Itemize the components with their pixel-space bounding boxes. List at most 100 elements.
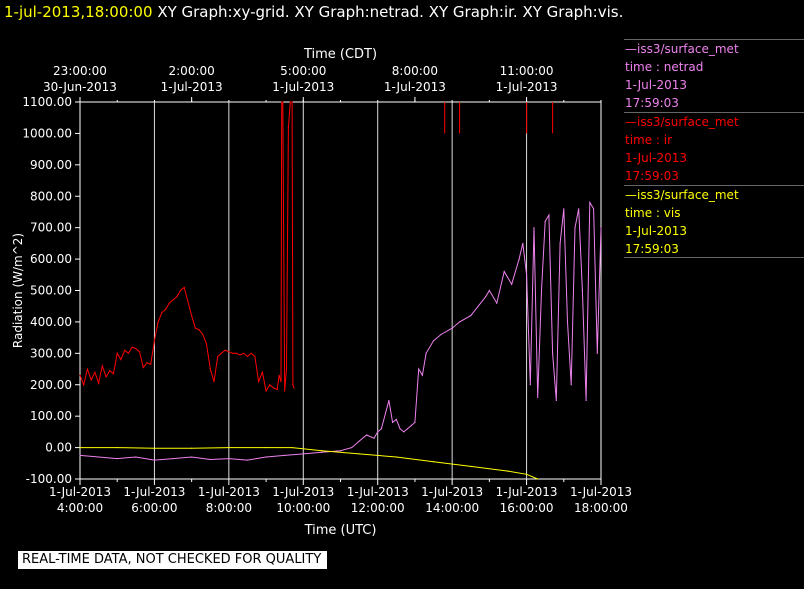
data-point-ir	[239, 354, 240, 355]
data-point-netrad	[433, 340, 434, 341]
data-point-ir	[184, 287, 185, 288]
top-axis-label: Time (CDT)	[303, 47, 377, 62]
data-point-ir	[195, 328, 196, 329]
data-point-ir	[288, 127, 289, 128]
series-line-vis	[80, 448, 538, 479]
x-tick-label-date: 1-Jul-2013	[123, 485, 185, 499]
data-point-ir	[87, 368, 88, 369]
data-point-netrad	[340, 450, 341, 451]
data-point-netrad	[154, 460, 155, 461]
legend-netrad-series: time : netrad	[625, 58, 739, 76]
y-tick-label: 700.00	[30, 221, 72, 235]
data-point-ir	[280, 381, 281, 382]
legend-netrad: —iss3/surface_met time : netrad 1-Jul-20…	[625, 40, 739, 112]
data-point-ir	[172, 299, 173, 300]
data-point-netrad	[533, 227, 534, 228]
data-point-netrad	[381, 428, 382, 429]
y-tick-label: 800.00	[30, 189, 72, 203]
data-point-ir	[176, 296, 177, 297]
data-point-ir	[120, 359, 121, 360]
data-point-ir	[281, 101, 282, 102]
top-tick-label-time: 8:00:00	[392, 64, 438, 78]
data-point-ir	[102, 365, 103, 366]
data-point-netrad	[284, 455, 285, 456]
legend-separator	[624, 112, 804, 113]
data-point-netrad	[247, 460, 248, 461]
data-point-ir	[293, 387, 294, 388]
data-point-netrad	[303, 453, 304, 454]
y-tick-label: 0.00	[45, 441, 72, 455]
legend-vis-source: iss3/surface_met	[637, 188, 739, 202]
y-tick-label: 200.00	[30, 378, 72, 392]
data-point-netrad	[567, 321, 568, 322]
data-point-netrad	[578, 208, 579, 209]
data-point-netrad	[563, 208, 564, 209]
data-point-netrad	[228, 458, 229, 459]
data-point-ir	[128, 353, 129, 354]
data-point-netrad	[574, 227, 575, 228]
x-tick-label-date: 1-Jul-2013	[570, 485, 632, 499]
data-point-vis	[537, 478, 538, 479]
y-tick-label: 300.00	[30, 346, 72, 360]
data-point-netrad	[172, 458, 173, 459]
data-point-ir	[262, 372, 263, 373]
data-point-ir	[165, 309, 166, 310]
data-point-ir	[83, 384, 84, 385]
data-point-netrad	[522, 243, 523, 244]
legend-netrad-source: iss3/surface_met	[637, 42, 739, 56]
x-tick-label-time: 18:00:00	[574, 501, 628, 515]
data-point-netrad	[489, 290, 490, 291]
data-point-ir	[277, 389, 278, 390]
data-point-ir	[180, 290, 181, 291]
data-point-vis	[396, 456, 397, 457]
legend-netrad-dash: —	[625, 42, 637, 56]
data-point-netrad	[537, 397, 538, 398]
data-point-vis	[470, 466, 471, 467]
data-point-ir	[79, 375, 80, 376]
data-point-netrad	[351, 447, 352, 448]
top-tick-label-time: 5:00:00	[280, 64, 326, 78]
x-tick-label-date: 1-Jul-2013	[198, 485, 260, 499]
legend-vis-time: 17:59:03	[625, 240, 739, 258]
data-point-ir	[113, 373, 114, 374]
data-point-netrad	[589, 202, 590, 203]
y-tick-label: 900.00	[30, 158, 72, 172]
data-point-ir	[213, 381, 214, 382]
legend-separator	[624, 257, 804, 258]
data-point-ir	[150, 364, 151, 365]
legend-vis: —iss3/surface_met time : vis 1-Jul-2013 …	[625, 186, 739, 258]
top-tick-label-date: 1-Jul-2013	[496, 80, 558, 94]
data-point-ir	[282, 101, 283, 102]
data-point-netrad	[571, 384, 572, 385]
data-point-netrad	[552, 353, 553, 354]
data-point-netrad	[418, 368, 419, 369]
data-point-netrad	[411, 425, 412, 426]
data-point-netrad	[399, 428, 400, 429]
legend-ir-series: time : ir	[625, 131, 739, 149]
data-point-ir	[206, 343, 207, 344]
data-point-netrad	[407, 428, 408, 429]
data-point-ir	[278, 375, 279, 376]
top-tick-label-date: 1-Jul-2013	[161, 80, 223, 94]
data-point-ir	[210, 368, 211, 369]
y-tick-label: 1100.00	[22, 95, 72, 109]
data-point-netrad	[519, 258, 520, 259]
data-point-netrad	[600, 227, 601, 228]
series-line-netrad	[80, 203, 601, 461]
data-point-ir	[254, 356, 255, 357]
data-point-ir	[146, 362, 147, 363]
data-point-ir	[217, 356, 218, 357]
data-point-ir	[258, 381, 259, 382]
data-point-netrad	[366, 434, 367, 435]
data-point-netrad	[321, 452, 322, 453]
legend-vis-dash: —	[625, 188, 637, 202]
top-tick-label-time: 11:00:00	[500, 64, 554, 78]
y-axis-label: Radiation (W/m^2)	[11, 233, 25, 348]
data-point-netrad	[388, 400, 389, 401]
x-tick-label-date: 1-Jul-2013	[421, 485, 483, 499]
data-point-ir	[292, 101, 293, 102]
data-point-netrad	[403, 431, 404, 432]
data-point-vis	[321, 450, 322, 451]
data-point-ir	[91, 379, 92, 380]
data-point-netrad	[526, 274, 527, 275]
